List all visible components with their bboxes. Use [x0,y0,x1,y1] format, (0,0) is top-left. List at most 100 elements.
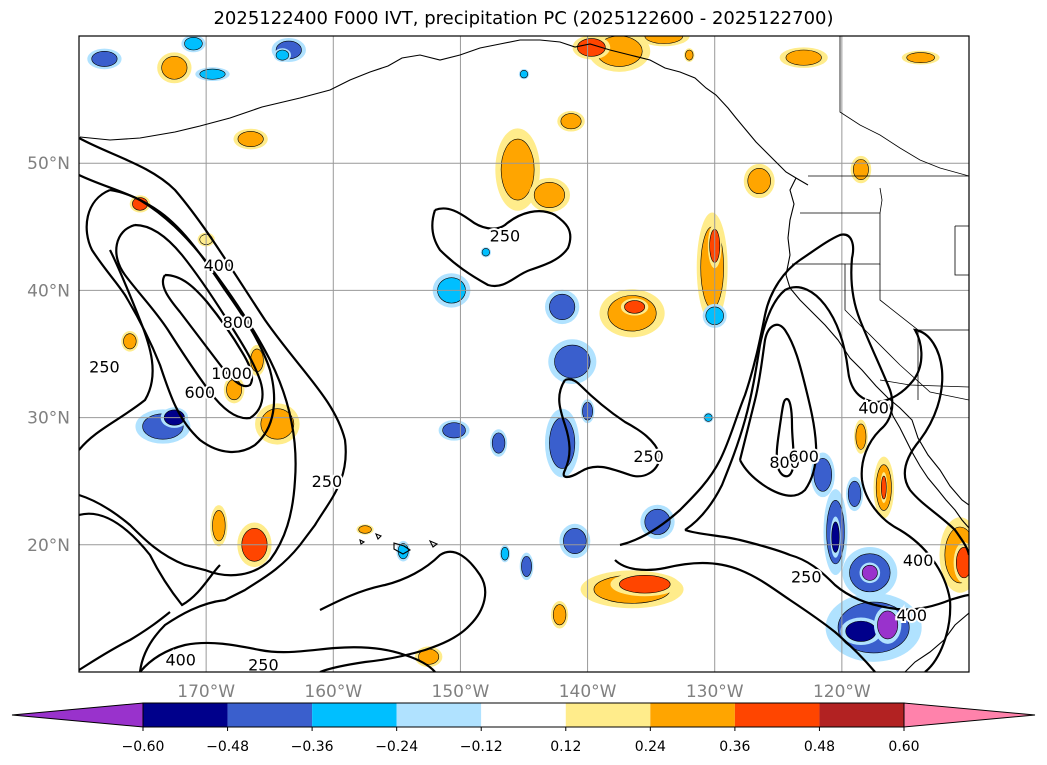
precip-blob [212,510,226,542]
ivt-contour-250-mid [558,378,662,479]
precip-blob [877,610,899,640]
precip-blob [861,564,878,581]
ivt-contour-label: 1000 [211,364,252,383]
border-idaho [954,225,969,276]
precip-blob [199,68,226,80]
precip-blob [533,181,565,209]
coastline-island-3 [375,533,382,540]
precip-blob [521,555,532,577]
border-ca-nv [844,264,969,401]
precip-blob [123,333,137,350]
precip-blob [847,480,862,507]
colorbar-tick-label: −0.12 [460,739,503,755]
precip-blob [685,49,694,61]
ivt-contour-250-west [79,137,347,672]
precip-blob [785,49,822,66]
colorbar-segment [734,703,820,727]
precip-blob [237,131,264,147]
ivt-contour-label: 800 [769,453,800,472]
border-nv [879,264,969,331]
colorbar-tick-label: 0.24 [635,739,666,755]
map-title: 2025122400 F000 IVT, precipitation PC (2… [213,8,834,29]
colorbar-segment [396,703,482,727]
latitude-tick-label: 40°N [27,281,70,301]
coastline-island-2 [428,539,439,548]
colorbar-segment [565,703,651,727]
coastline-alaska [79,39,809,186]
precip-blob [845,620,877,642]
precip-blob [184,36,203,51]
longitude-tick-label: 130°W [686,682,744,702]
border-wa-or [800,187,883,214]
precip-blob [855,423,867,450]
ivt-contour-labels: 2504008001000600250250250400800600250400… [87,225,935,672]
ivt-contour-600-west [85,188,276,453]
ivt-contour-250-east [614,233,952,672]
precip-blob [955,547,969,579]
longitude-tick-label: 150°W [432,682,490,702]
ivt-contour-400-east [684,286,969,611]
colorbar-tick-label: 0.12 [550,739,581,755]
precip-blob [500,547,510,561]
colorbar-extend-max [903,702,1036,728]
ivt-contour-250-mid-north [431,207,572,288]
precip-blob [560,113,582,130]
colorbar-segment [819,703,904,727]
precip-blob [275,49,290,61]
map-frame [78,35,970,673]
precip-blob [552,604,567,626]
coastline-mexico-south [904,612,969,672]
ivt-contour-label: 800 [223,313,254,332]
latitude-tick-label: 50°N [27,154,70,174]
colorbar-segment [143,703,228,727]
coastline-island-1 [393,542,412,555]
coastline-baja [888,403,969,529]
ivt-contour-label: 400 [903,551,934,570]
precip-blob [481,248,490,257]
latitude-tick-label: 30°N [27,409,70,429]
precip-blob [813,458,832,492]
precip-blob [260,408,295,440]
ivt-contour-label: 250 [490,227,521,246]
ivt-contour-label: 250 [633,447,664,466]
ivt-contour-400-west-inner [79,512,221,607]
precip-blob [91,50,118,67]
ivt-contour-label: 400 [165,650,196,669]
ivt-contour-label: 400 [204,256,235,275]
border-canada-us-north [839,36,969,177]
latitude-tick-label: 20°N [27,536,70,556]
precip-blob [491,432,506,454]
ivt-contour-1000-west [161,273,254,388]
colorbar-tick-label: −0.36 [291,739,334,755]
ivt-contour-250-southwest [79,611,171,671]
precip-blob [577,38,606,57]
precip-blob [442,422,466,439]
ivt-contour-250-south-pacific [319,550,487,672]
precip-blob [519,70,529,79]
longitude-tick-label: 160°W [304,682,362,702]
colorbar-tick-label: 0.36 [719,739,750,755]
precip-blob [880,475,887,500]
ivt-contours [79,137,969,672]
precip-blob [554,344,591,379]
longitude-tick-label: 120°W [813,682,871,702]
colorbar-tick-label: −0.60 [122,739,165,755]
colorbar-segment [650,703,735,727]
colorbar-tick-label: 0.48 [804,739,835,755]
ivt-contour-label: 400 [858,398,889,417]
precip-blob [161,56,188,80]
precip-blob [549,417,576,469]
ivt-contour-800-east [775,397,795,478]
ivt-contour-label: 250 [791,568,822,587]
precip-blob [563,527,587,555]
precip-blob [747,167,771,195]
precip-blob [500,138,535,201]
ivt-contour-label: 600 [788,447,819,466]
colorbar-tick-label: −0.48 [206,739,249,755]
borders [792,36,969,401]
precip-blob [358,525,372,534]
coastline-island-4 [359,538,366,545]
longitude-axis: 170°W 160°W 150°W 140°W 130°W 120°W [177,682,871,702]
ivt-contour-250-west-inner [79,249,154,451]
